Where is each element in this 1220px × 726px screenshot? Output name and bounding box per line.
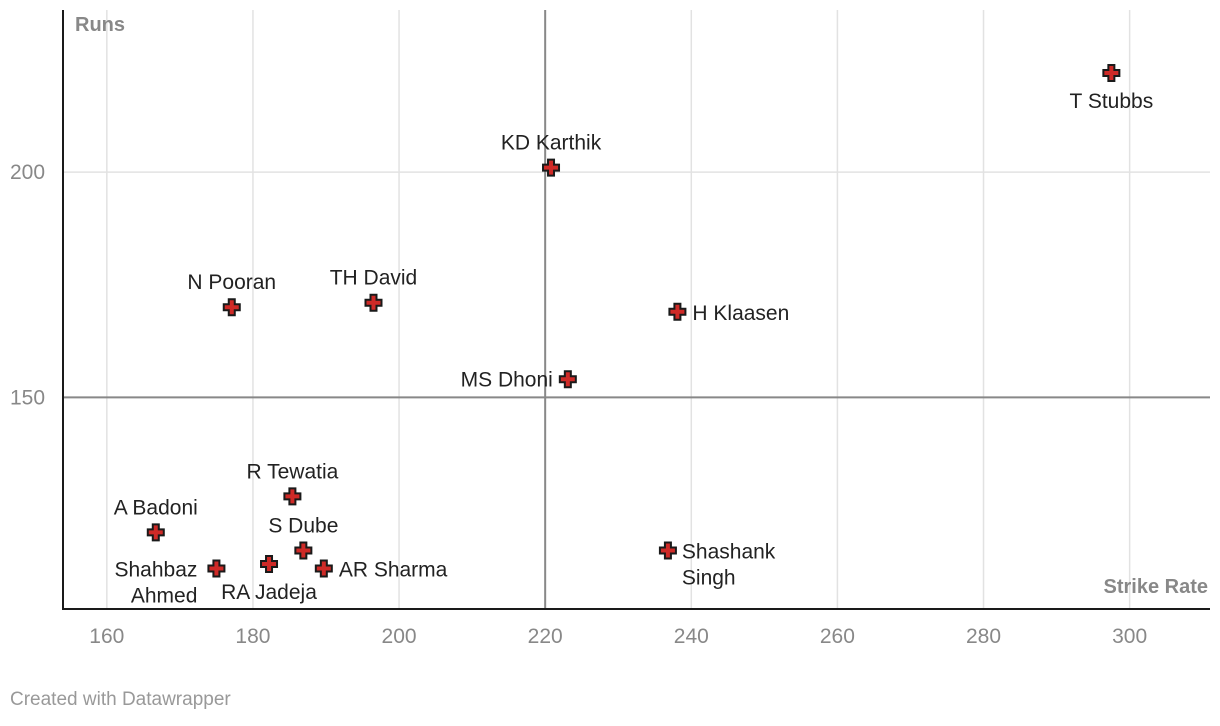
data-point-label-line: TH David xyxy=(330,267,418,290)
datawrapper-credit: Created with Datawrapper xyxy=(10,689,231,710)
data-point-label: N Pooran xyxy=(187,271,276,294)
data-point-marker xyxy=(283,487,302,506)
data-point-marker xyxy=(146,523,165,542)
data-point-label: S Dube xyxy=(268,514,338,537)
data-point-label-line: A Badoni xyxy=(114,496,198,519)
x-tick-label: 220 xyxy=(528,625,563,648)
x-tick-label: 180 xyxy=(235,625,270,648)
data-point-label: Shahbaz Ahmed xyxy=(115,558,198,607)
data-point-label: KD Karthik xyxy=(501,132,602,155)
data-point-marker xyxy=(207,559,226,578)
data-point-label: Shashank Singh xyxy=(682,540,776,589)
data-point-label: TH David xyxy=(330,267,418,290)
y-tick-label: 150 xyxy=(10,386,45,409)
x-tick-label: 300 xyxy=(1112,625,1147,648)
data-point-label-line: N Pooran xyxy=(187,271,276,294)
points-layer xyxy=(146,64,1121,578)
x-tick-label: 260 xyxy=(820,625,855,648)
y-tick-label: 200 xyxy=(10,161,45,184)
data-point-label-line: RA Jadeja xyxy=(221,581,317,604)
data-point-marker xyxy=(260,554,279,573)
x-tick-label: 160 xyxy=(89,625,124,648)
data-point-label-line: Shahbaz xyxy=(115,558,198,581)
axis-layer: 160 180 200 220 240 260 280 300 150 200 Runs Strike… xyxy=(10,10,1210,648)
x-tick-label: 280 xyxy=(966,625,1001,648)
data-point-label-line: H Klaasen xyxy=(692,302,789,325)
data-point-label: R Tewatia xyxy=(246,460,338,483)
labels-layer: T Stubbs KD Karthik N Pooran TH David H Klaa… xyxy=(114,90,1153,607)
data-point-label-line: Singh xyxy=(682,566,736,589)
data-point-label-line: Ahmed xyxy=(131,584,198,607)
data-point-label: MS Dhoni xyxy=(461,368,553,391)
data-point-label: H Klaasen xyxy=(692,302,789,325)
data-point-marker xyxy=(1102,64,1121,83)
data-point-marker xyxy=(658,541,677,560)
chart-svg: 160 180 200 220 240 260 280 300 150 200 Runs Strike… xyxy=(10,10,1210,648)
data-point-label: RA Jadeja xyxy=(221,581,317,604)
data-point-marker xyxy=(364,293,383,312)
data-point-label-line: Shashank xyxy=(682,540,776,563)
x-axis-title: Strike Rate xyxy=(1104,576,1209,598)
data-point-label: AR Sharma xyxy=(339,558,448,581)
reference-lines xyxy=(63,10,1210,609)
x-tick-label: 240 xyxy=(674,625,709,648)
data-point-marker xyxy=(542,158,561,177)
data-point-marker xyxy=(222,298,241,317)
data-point-marker xyxy=(668,302,687,321)
data-point-label-line: KD Karthik xyxy=(501,132,602,155)
y-axis-title: Runs xyxy=(75,14,125,36)
x-tick-label: 200 xyxy=(382,625,417,648)
data-point-marker xyxy=(558,370,577,389)
data-point-label: A Badoni xyxy=(114,496,198,519)
data-point-label-line: R Tewatia xyxy=(246,460,338,483)
data-point-label-line: MS Dhoni xyxy=(461,368,553,391)
data-point-label-line: S Dube xyxy=(268,514,338,537)
data-point-label: T Stubbs xyxy=(1070,90,1154,113)
data-point-label-line: T Stubbs xyxy=(1070,90,1154,113)
data-point-marker xyxy=(314,559,333,578)
data-point-label-line: AR Sharma xyxy=(339,558,448,581)
data-point-marker xyxy=(294,541,313,560)
